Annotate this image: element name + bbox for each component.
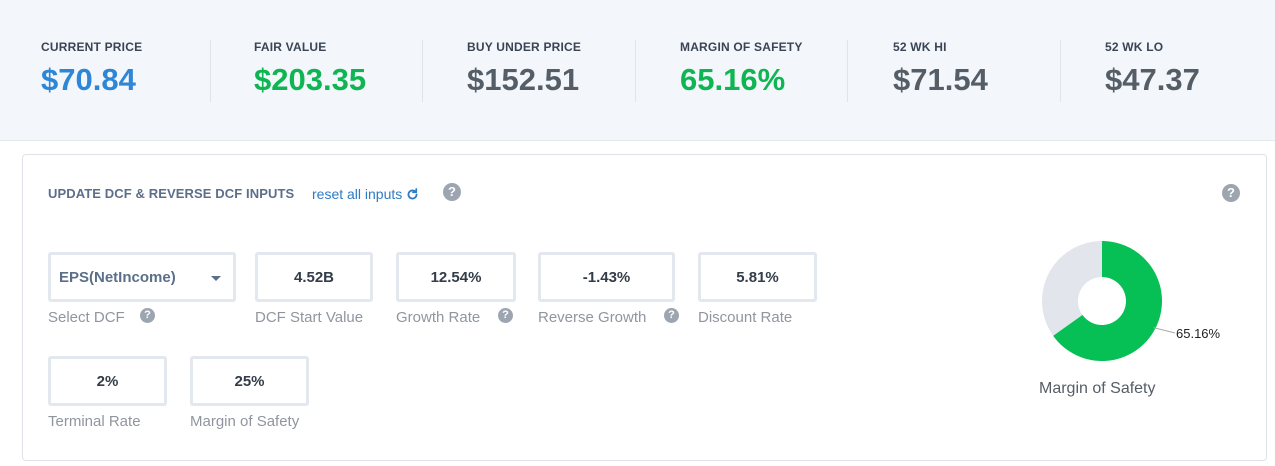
donut-slice-remainder (1042, 241, 1102, 336)
discount-rate-label: Discount Rate (698, 309, 793, 326)
stat-52wk-low: 52 WK LO $47.37 (1064, 40, 1200, 102)
help-icon[interactable]: ? (498, 308, 513, 323)
reset-inputs-label: reset all inputs (312, 186, 403, 202)
help-icon[interactable]: ? (140, 308, 155, 323)
stat-value: $152.51 (467, 62, 580, 97)
select-dcf-value: EPS(NetIncome) (59, 268, 176, 286)
donut-caption: Margin of Safety (1039, 380, 1156, 397)
stat-label: 52 WK LO (1105, 40, 1164, 54)
stat-margin-of-safety: MARGIN OF SAFETY 65.16% (639, 40, 803, 102)
reset-icon (407, 187, 418, 199)
stat-label: 52 WK HI (893, 40, 947, 54)
reverse-growth-input[interactable]: -1.43% (538, 252, 675, 302)
stat-label: FAIR VALUE (254, 40, 327, 54)
growth-rate-label: Growth Rate (396, 309, 481, 326)
stat-value: $70.84 (41, 62, 136, 97)
stat-divider (1060, 40, 1061, 102)
margin-of-safety-chart (1030, 236, 1180, 366)
donut-slice-margin (1053, 241, 1162, 361)
donut-data-label: 65.16% (1176, 326, 1221, 341)
panel-title: UPDATE DCF & REVERSE DCF INPUTS (48, 186, 295, 201)
stat-label: CURRENT PRICE (41, 40, 143, 54)
stat-divider (210, 40, 211, 102)
stat-divider (847, 40, 848, 102)
growth-rate-input[interactable]: 12.54% (396, 252, 516, 302)
discount-rate-input[interactable]: 5.81% (698, 252, 817, 302)
chevron-down-icon (211, 276, 221, 281)
donut-chart-svg (1042, 241, 1176, 361)
price-stats-bar: CURRENT PRICE $70.84 FAIR VALUE $203.35 … (0, 0, 1275, 141)
stat-divider (635, 40, 636, 102)
donut-callout-line (1153, 327, 1176, 334)
help-icon[interactable]: ? (443, 183, 461, 201)
select-dcf-dropdown[interactable]: EPS(NetIncome) (48, 252, 236, 302)
margin-of-safety-input[interactable]: 25% (190, 356, 309, 406)
dcf-start-value-input[interactable]: 4.52B (255, 252, 373, 302)
stat-current-price: CURRENT PRICE $70.84 (0, 40, 142, 102)
stat-value: 65.16% (680, 62, 786, 97)
stat-value: $47.37 (1105, 62, 1200, 97)
stat-52wk-high: 52 WK HI $71.54 (852, 40, 988, 102)
help-icon[interactable]: ? (1222, 184, 1240, 202)
reset-inputs-link[interactable]: reset all inputs (312, 186, 419, 202)
stat-fair-value: FAIR VALUE $203.35 (213, 40, 366, 102)
terminal-rate-label: Terminal Rate (48, 413, 141, 430)
dcf-start-value-label: DCF Start Value (255, 309, 364, 326)
reverse-growth-label: Reverse Growth (538, 309, 647, 326)
stat-label: BUY UNDER PRICE (467, 40, 582, 54)
help-icon[interactable]: ? (664, 308, 679, 323)
stat-buy-under-price: BUY UNDER PRICE $152.51 (426, 40, 581, 102)
select-dcf-label: Select DCF (48, 309, 125, 326)
stat-value: $71.54 (893, 62, 988, 97)
stat-label: MARGIN OF SAFETY (680, 40, 803, 54)
margin-of-safety-label: Margin of Safety (190, 413, 300, 430)
stat-value: $203.35 (254, 62, 367, 97)
terminal-rate-input[interactable]: 2% (48, 356, 167, 406)
stat-divider (422, 40, 423, 102)
